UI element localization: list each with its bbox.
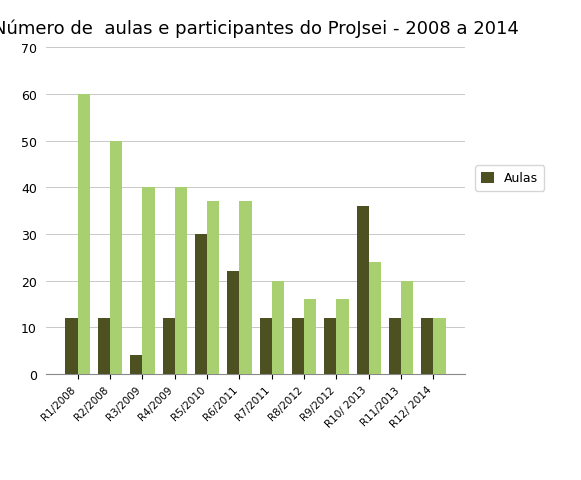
Bar bbox=[336, 300, 349, 374]
Title: Número de  aulas e participantes do ProJsei - 2008 a 2014: Número de aulas e participantes do ProJs… bbox=[0, 20, 519, 38]
Bar bbox=[421, 318, 433, 374]
Bar bbox=[357, 206, 369, 374]
Bar bbox=[207, 202, 220, 374]
Bar bbox=[66, 318, 78, 374]
Bar bbox=[142, 188, 155, 374]
Bar bbox=[98, 318, 110, 374]
Bar bbox=[175, 188, 187, 374]
Legend: Aulas: Aulas bbox=[475, 166, 544, 192]
Bar bbox=[78, 95, 90, 374]
Bar bbox=[304, 300, 317, 374]
Bar bbox=[401, 281, 414, 374]
Bar bbox=[272, 281, 284, 374]
Bar bbox=[130, 356, 142, 374]
Bar bbox=[110, 141, 123, 374]
Bar bbox=[227, 272, 239, 374]
Bar bbox=[324, 318, 336, 374]
Bar bbox=[260, 318, 272, 374]
Bar bbox=[195, 235, 207, 374]
Bar bbox=[163, 318, 175, 374]
Bar bbox=[239, 202, 252, 374]
Bar bbox=[389, 318, 401, 374]
Bar bbox=[433, 318, 446, 374]
Bar bbox=[369, 263, 381, 374]
Bar bbox=[292, 318, 304, 374]
